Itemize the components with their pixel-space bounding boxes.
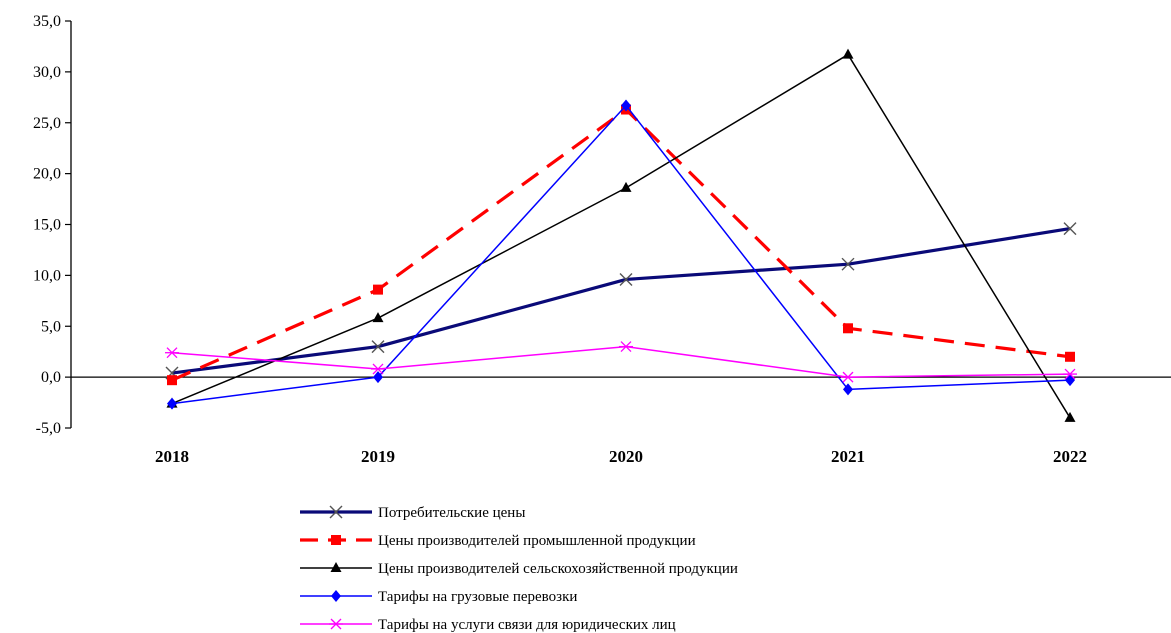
series-consumer-prices bbox=[165, 222, 1077, 380]
legend-label: Цены производителей промышленной продукц… bbox=[378, 533, 696, 549]
legend-item: Тарифы на услуги связи для юридических л… bbox=[300, 617, 676, 633]
y-tick-label: 5,0 bbox=[41, 318, 61, 335]
data-point bbox=[373, 284, 383, 295]
series-telecom-tariffs bbox=[165, 341, 1077, 383]
data-point bbox=[1063, 222, 1077, 236]
data-point bbox=[842, 48, 854, 59]
y-tick-label: 10,0 bbox=[33, 267, 61, 284]
data-point bbox=[1065, 374, 1075, 387]
y-tick-label: -5,0 bbox=[36, 420, 61, 437]
legend-item: Тарифы на грузовые перевозки bbox=[300, 589, 577, 605]
data-point bbox=[1063, 368, 1077, 380]
legend-item: Цены производителей промышленной продукц… bbox=[300, 533, 696, 549]
data-point bbox=[373, 371, 383, 384]
data-point bbox=[372, 312, 384, 323]
x-tick-label: 2020 bbox=[609, 447, 643, 466]
data-point bbox=[843, 383, 853, 396]
series-group bbox=[165, 48, 1077, 422]
data-point bbox=[167, 397, 177, 410]
data-point bbox=[621, 99, 631, 112]
legend-marker bbox=[331, 535, 341, 545]
data-point bbox=[620, 181, 632, 192]
legend-marker bbox=[329, 618, 343, 630]
y-tick-label: 35,0 bbox=[33, 13, 61, 30]
y-tick-label: 25,0 bbox=[33, 115, 61, 132]
legend: Потребительские цены Цены производителей … bbox=[300, 505, 738, 633]
series-line bbox=[171, 104, 1071, 405]
y-tick-label: 30,0 bbox=[33, 64, 61, 81]
data-point bbox=[619, 341, 633, 353]
data-point bbox=[1064, 411, 1076, 422]
data-point bbox=[371, 340, 385, 354]
y-tick-label: 0,0 bbox=[41, 369, 61, 386]
legend-marker bbox=[331, 590, 341, 602]
data-point bbox=[371, 363, 385, 375]
data-point bbox=[167, 375, 177, 386]
x-tick-label: 2022 bbox=[1053, 447, 1087, 466]
data-point bbox=[1065, 351, 1075, 362]
data-point bbox=[841, 371, 855, 383]
legend-marker bbox=[329, 505, 343, 519]
data-point bbox=[841, 257, 855, 271]
x-tick-label: 2018 bbox=[155, 447, 189, 466]
axes: -5,0 0,0 5,0 10,0 15,0 20,0 25,0 30,0 35,0 2018 20… bbox=[33, 13, 1171, 466]
legend-item: Потребительские цены bbox=[300, 505, 525, 521]
series-line bbox=[171, 107, 1071, 382]
legend-label: Тарифы на услуги связи для юридических л… bbox=[378, 617, 676, 633]
legend-label: Потребительские цены bbox=[378, 505, 525, 521]
legend-label: Цены производителей сельскохозяйственной… bbox=[378, 561, 738, 577]
legend-marker bbox=[330, 562, 342, 572]
data-point bbox=[619, 272, 633, 286]
x-tick-label: 2021 bbox=[831, 447, 865, 466]
data-point bbox=[165, 347, 179, 359]
series-industrial-prices bbox=[167, 104, 1075, 386]
y-tick-label: 20,0 bbox=[33, 166, 61, 183]
x-tick-label: 2019 bbox=[361, 447, 395, 466]
y-tick-label: 15,0 bbox=[33, 217, 61, 234]
legend-label: Тарифы на грузовые перевозки bbox=[378, 589, 577, 605]
data-point bbox=[843, 323, 853, 334]
legend-item: Цены производителей сельскохозяйственной… bbox=[300, 561, 738, 577]
